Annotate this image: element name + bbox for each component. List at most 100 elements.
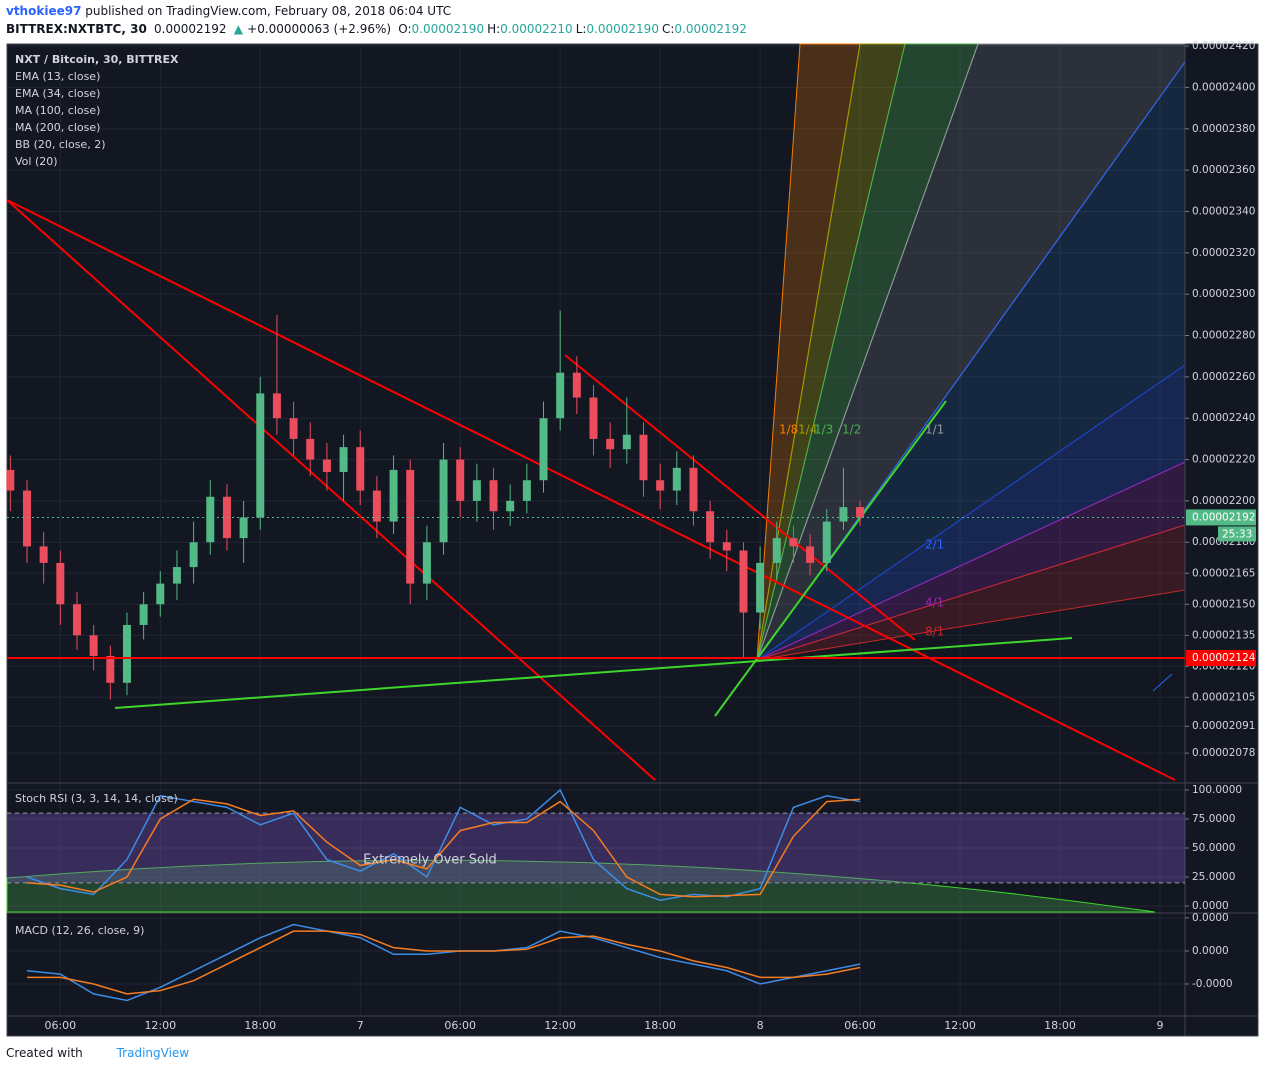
price-label-box <box>1186 509 1256 526</box>
indicator-legend: BB (20, close, 2) <box>15 138 106 151</box>
fan-label: 4/1 <box>925 596 944 610</box>
candle-body <box>422 542 431 584</box>
fan-label: 1/3 <box>814 423 833 437</box>
candle-body <box>56 562 65 605</box>
x-tick-label: 18:00 <box>244 1019 276 1032</box>
candle-body <box>772 538 781 563</box>
y-tick-label: 75.0000 <box>1192 813 1235 825</box>
candle-body <box>306 438 315 460</box>
x-tick-label: 7 <box>357 1019 364 1032</box>
candle-body <box>706 511 715 543</box>
candle-body <box>22 490 31 547</box>
y-tick-label: 0.00002320 <box>1192 247 1255 259</box>
countdown: 25:33 <box>1222 528 1252 540</box>
macd-title: MACD (12, 26, close, 9) <box>15 924 144 937</box>
candle-body <box>856 507 865 518</box>
y-tick-label: 0.00002380 <box>1192 123 1255 135</box>
x-tick-label: 18:00 <box>1044 1019 1076 1032</box>
y-tick-label: 0.00002220 <box>1192 454 1255 466</box>
x-tick-label: 18:00 <box>644 1019 676 1032</box>
y-tick-label: 0.00002105 <box>1192 691 1255 703</box>
candle-body <box>639 434 648 481</box>
candle-body <box>122 624 131 683</box>
change: +0.00000063 (+2.96%) <box>247 22 392 36</box>
y-tick-label: 0.00002360 <box>1192 164 1255 176</box>
candle-body <box>256 393 265 518</box>
fan-label: 1/4 <box>798 423 817 437</box>
publish-info: published on TradingView.com, February 0… <box>85 4 452 18</box>
ohlc-label: H: <box>487 22 501 36</box>
candle-body <box>739 550 748 613</box>
countdown-box <box>1218 526 1256 542</box>
candle-body <box>272 393 281 419</box>
y-tick-label: 0.00002091 <box>1192 720 1255 732</box>
y-tick-label: 0.0000 <box>1192 900 1229 912</box>
candle-body <box>506 500 515 512</box>
candle-body <box>589 397 598 439</box>
candle-body <box>722 542 731 551</box>
candle-body <box>756 562 765 613</box>
fib-fan <box>756 43 1186 661</box>
y-tick-label: 0.00002135 <box>1192 629 1255 641</box>
y-tick-label: 0.00002240 <box>1192 412 1255 424</box>
price-label-box <box>1186 650 1256 667</box>
author[interactable]: vthokiee97 <box>6 4 82 18</box>
indicator-legend: EMA (34, close) <box>15 87 100 100</box>
fan-label: 2/1 <box>925 538 944 552</box>
y-tick-label: 0.00002200 <box>1192 495 1255 507</box>
ohlc-value: 0.00002210 <box>500 22 573 36</box>
candle-body <box>6 469 15 491</box>
y-tick-label: 0.00002420 <box>1192 40 1255 52</box>
candle-body <box>372 490 381 522</box>
indicator-legend: EMA (13, close) <box>15 70 100 83</box>
y-tick-label: 0.00002400 <box>1192 81 1255 93</box>
indicator-legend: Vol (20) <box>15 155 58 168</box>
candle-body <box>456 459 465 501</box>
candle-body <box>672 467 681 491</box>
candle-body <box>39 546 48 563</box>
candle-body <box>356 447 365 491</box>
y-tick-label: -0.0000 <box>1192 978 1233 990</box>
symbol-line: BITTREX:NXTBTC, 30 0.00002192 ▲ +0.00000… <box>6 22 753 36</box>
price-label: 0.00002192 <box>1192 511 1255 523</box>
y-tick-label: 0.0000 <box>1192 945 1229 957</box>
stoch-title: Stoch RSI (3, 3, 14, 14, close) <box>15 792 178 805</box>
x-tick-label: 8 <box>757 1019 764 1032</box>
price-label: 0.00002124 <box>1192 652 1256 664</box>
x-tick-label: 12:00 <box>944 1019 976 1032</box>
y-tick-label: 0.0000 <box>1192 912 1229 924</box>
ohlc-label: L: <box>575 22 587 36</box>
x-tick-label: 12:00 <box>544 1019 576 1032</box>
y-tick-label: 0.00002280 <box>1192 330 1255 342</box>
candle-body <box>89 635 98 656</box>
fan-label: 1/2 <box>842 423 861 437</box>
candle-body <box>689 467 698 512</box>
publish-line: vthokiee97 published on TradingView.com,… <box>6 4 454 18</box>
candle-body <box>789 538 798 547</box>
fan-label: 8/1 <box>925 625 944 639</box>
candle-body <box>239 517 248 539</box>
ohlc-value: 0.00002190 <box>586 22 659 36</box>
y-tick-label: 50.0000 <box>1192 842 1235 854</box>
x-tick-label: 06:00 <box>844 1019 876 1032</box>
y-tick-label: 0.00002260 <box>1192 371 1255 383</box>
fan-label: 1/8 <box>779 423 798 437</box>
candle-body <box>522 480 531 501</box>
candle-body <box>106 655 115 683</box>
candle-body <box>389 469 398 522</box>
candle-body <box>222 496 231 539</box>
change-arrow: ▲ <box>233 22 243 36</box>
series-line <box>26 798 861 898</box>
brand[interactable]: TradingView <box>116 1046 190 1060</box>
candle-body <box>806 546 815 563</box>
candle-body <box>339 447 348 472</box>
last-price: 0.00002192 <box>154 22 227 36</box>
ohlc-value: 0.00002192 <box>674 22 747 36</box>
candle-body <box>489 480 498 512</box>
candle-body <box>606 438 615 450</box>
candle-body <box>656 480 665 491</box>
candle-body <box>572 372 581 398</box>
y-tick-label: 0.00002078 <box>1192 747 1255 759</box>
candle-body <box>839 507 848 522</box>
